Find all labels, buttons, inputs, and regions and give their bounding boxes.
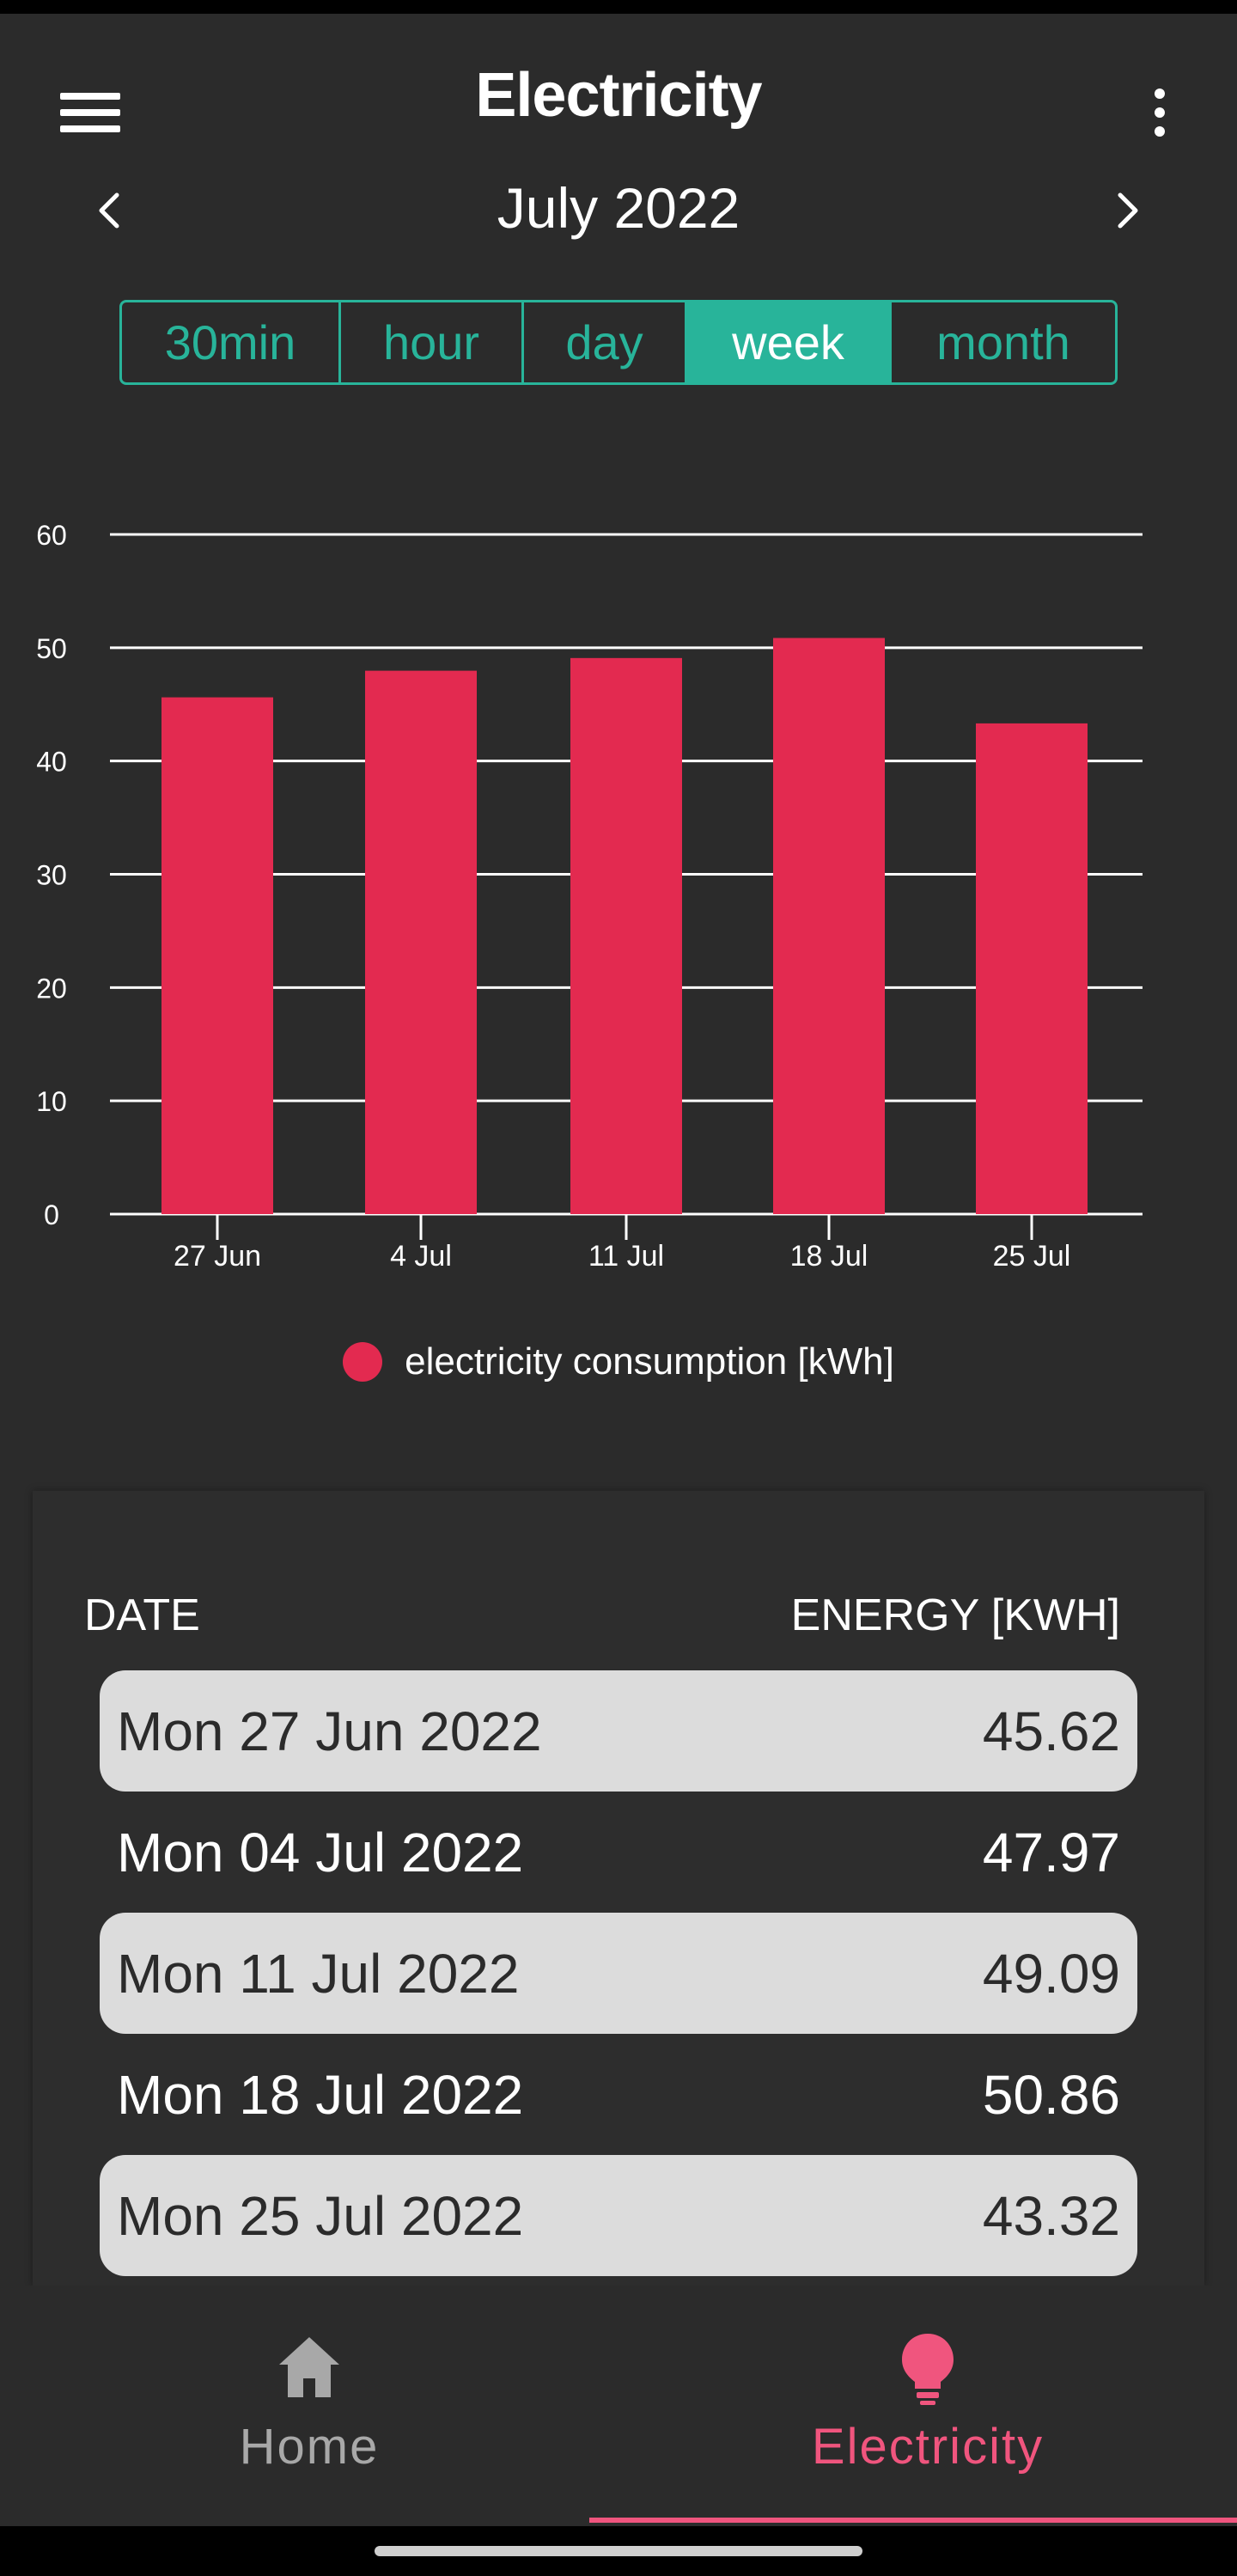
row-energy: 50.86 bbox=[982, 2063, 1120, 2126]
tab-hour[interactable]: hour bbox=[341, 302, 524, 382]
x-tick-label: 4 Jul bbox=[390, 1240, 452, 1273]
x-tick-label: 25 Jul bbox=[993, 1240, 1071, 1273]
y-tick-label: 50 bbox=[36, 633, 67, 664]
active-tab-indicator bbox=[589, 2518, 1237, 2523]
x-tick-label: 27 Jun bbox=[174, 1240, 261, 1273]
row-energy: 43.32 bbox=[982, 2184, 1120, 2247]
bar bbox=[773, 638, 885, 1214]
header-date: DATE bbox=[84, 1590, 200, 1640]
home-gesture-pill[interactable] bbox=[375, 2546, 862, 2556]
bottom-navigation: Home Electricity bbox=[0, 2286, 1237, 2526]
row-date: Mon 11 Jul 2022 bbox=[117, 1942, 520, 2005]
x-tick-label: 18 Jul bbox=[790, 1240, 868, 1273]
table-row: Mon 25 Jul 2022 43.32 bbox=[100, 2155, 1137, 2276]
chevron-left-icon[interactable] bbox=[76, 176, 144, 245]
row-date: Mon 25 Jul 2022 bbox=[117, 2184, 524, 2247]
tab-week[interactable]: week bbox=[687, 302, 892, 382]
table-body: Mon 27 Jun 2022 45.62 Mon 04 Jul 2022 47… bbox=[100, 1670, 1137, 2276]
chevron-right-icon[interactable] bbox=[1093, 176, 1161, 245]
table-row: Mon 27 Jun 2022 45.62 bbox=[100, 1670, 1137, 1792]
y-tick-label: 0 bbox=[44, 1199, 59, 1230]
bar bbox=[570, 657, 682, 1214]
table-row: Mon 11 Jul 2022 49.09 bbox=[100, 1913, 1137, 2034]
month-navigator: July 2022 bbox=[0, 163, 1237, 258]
row-date: Mon 18 Jul 2022 bbox=[117, 2063, 524, 2126]
tab-day[interactable]: day bbox=[524, 302, 687, 382]
table-row: Mon 18 Jul 2022 50.86 bbox=[100, 2034, 1137, 2155]
row-energy: 49.09 bbox=[982, 1942, 1120, 2005]
row-energy: 47.97 bbox=[982, 1821, 1120, 1883]
y-tick-label: 40 bbox=[36, 747, 67, 778]
chart-legend: electricity consumption [kWh] bbox=[0, 1336, 1237, 1388]
header-energy: ENERGY [KWH] bbox=[790, 1590, 1120, 1640]
y-tick-label: 60 bbox=[36, 520, 67, 551]
nav-home[interactable]: Home bbox=[0, 2286, 618, 2526]
row-date: Mon 04 Jul 2022 bbox=[117, 1821, 524, 1883]
row-energy: 45.62 bbox=[982, 1700, 1120, 1762]
bar bbox=[365, 670, 477, 1214]
page-title: Electricity bbox=[475, 61, 762, 130]
bar-chart-svg: 0 10 20 30 40 50 60 27 Jun 4 Jul 11 Jul 18 Jul 25 J… bbox=[36, 520, 1143, 1273]
lightbulb-icon bbox=[902, 2334, 954, 2405]
table-row: Mon 04 Jul 2022 47.97 bbox=[100, 1792, 1137, 1913]
nav-electricity[interactable]: Electricity bbox=[618, 2286, 1237, 2526]
status-bar bbox=[0, 0, 1237, 14]
row-date: Mon 27 Jun 2022 bbox=[117, 1700, 542, 1762]
bar bbox=[976, 723, 1088, 1214]
tab-month[interactable]: month bbox=[936, 315, 1070, 369]
more-vert-icon[interactable] bbox=[1125, 74, 1194, 151]
consumption-table-card bbox=[33, 1491, 1204, 2286]
month-label: July 2022 bbox=[497, 176, 740, 240]
legend-label: electricity consumption [kWh] bbox=[405, 1340, 894, 1383]
home-icon bbox=[279, 2337, 339, 2397]
y-tick-label: 20 bbox=[36, 973, 67, 1004]
legend-swatch bbox=[343, 1342, 383, 1382]
nav-electricity-label: Electricity bbox=[811, 2419, 1045, 2475]
consumption-chart: 0 10 20 30 40 50 60 27 Jun 4 Jul 11 Jul 18 Jul 25 J… bbox=[0, 498, 1237, 1306]
app-bar: Electricity bbox=[0, 14, 1237, 186]
time-range-selector: 30min hour day week month bbox=[119, 300, 1118, 385]
y-tick-label: 10 bbox=[36, 1086, 67, 1117]
hamburger-menu-icon[interactable] bbox=[43, 65, 137, 160]
table-header: DATE ENERGY [KWH] bbox=[84, 1590, 1120, 1650]
y-tick-label: 30 bbox=[36, 860, 67, 891]
tab-30min[interactable]: 30min bbox=[122, 302, 341, 382]
nav-home-label: Home bbox=[239, 2419, 380, 2475]
bar bbox=[161, 697, 273, 1214]
x-tick-label: 11 Jul bbox=[588, 1240, 664, 1273]
